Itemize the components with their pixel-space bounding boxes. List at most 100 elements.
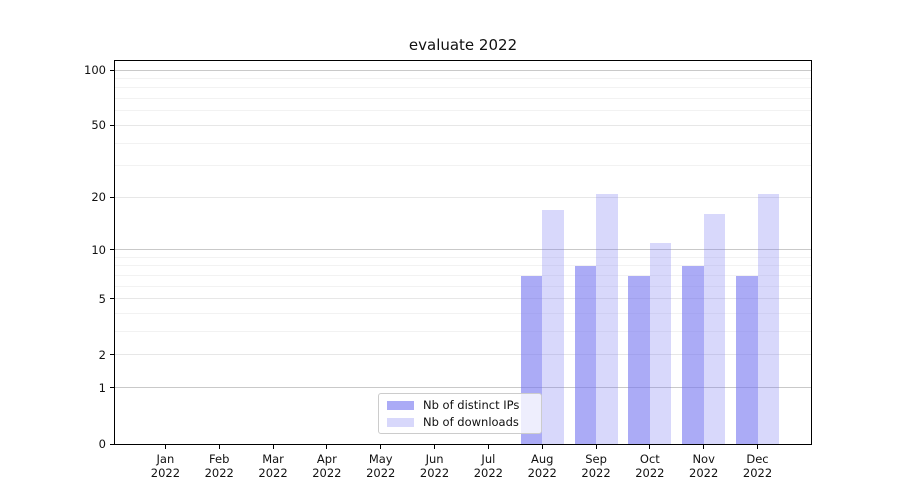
- y-axis-label: 10: [91, 242, 106, 257]
- bar-distinct-ips-sep: [574, 265, 597, 444]
- y-axis-label: 1: [98, 380, 106, 395]
- gridline: [115, 196, 811, 198]
- x-axis-tick: [757, 445, 759, 449]
- chart-title: evaluate 2022: [408, 36, 518, 54]
- x-axis-label-month: Dec: [746, 452, 769, 466]
- gridline-minor: [115, 285, 811, 287]
- gridline-minor: [115, 313, 811, 315]
- y-axis-tick: [110, 387, 114, 389]
- x-axis-label-year: 2022: [312, 466, 342, 480]
- bar-distinct-ips-oct: [628, 275, 650, 444]
- x-axis-label-year: 2022: [150, 466, 181, 480]
- x-axis-label: Nov 2022: [677, 452, 731, 480]
- x-axis-label-year: 2022: [689, 466, 719, 480]
- x-axis-label-month: Jul: [481, 452, 496, 466]
- x-axis-label: Apr 2022: [300, 452, 354, 480]
- x-axis-label-year: 2022: [258, 466, 288, 480]
- gridline: [115, 124, 811, 126]
- gridline: [115, 298, 811, 300]
- x-axis-label-month: Aug: [530, 452, 554, 466]
- legend-swatch-downloads-icon: [387, 417, 414, 427]
- x-axis-tick: [541, 445, 543, 449]
- gridline-major: [115, 249, 811, 251]
- legend-label-distinct-ips: Nb of distinct IPs: [423, 398, 520, 412]
- bar-downloads-oct: [649, 242, 672, 444]
- x-axis-label: Aug 2022: [515, 452, 569, 480]
- gridline-minor: [115, 165, 811, 167]
- x-axis-label: Jun 2022: [408, 452, 462, 480]
- x-axis-label-month: May: [368, 452, 393, 466]
- x-axis-label-year: 2022: [635, 466, 665, 480]
- x-axis-label-month: Feb: [209, 452, 230, 466]
- gridline-major: [115, 387, 811, 389]
- y-axis-tick: [110, 249, 114, 251]
- x-axis-tick: [218, 445, 220, 449]
- legend-item-distinct-ips: Nb of distinct IPs: [387, 398, 533, 412]
- bar-downloads-aug: [542, 209, 564, 444]
- gridline-minor: [115, 275, 811, 277]
- x-axis-tick: [649, 445, 651, 449]
- x-axis-label-year: 2022: [581, 466, 611, 480]
- bar-downloads-nov: [703, 214, 726, 444]
- x-axis-tick: [487, 445, 489, 449]
- bar-distinct-ips-nov: [682, 265, 704, 444]
- gridline-minor: [115, 265, 811, 267]
- x-axis-label-year: 2022: [473, 466, 504, 480]
- legend: Nb of distinct IPs Nb of downloads: [378, 393, 542, 434]
- y-axis-tick: [110, 354, 114, 356]
- x-axis-label-year: 2022: [742, 466, 773, 480]
- y-axis-label: 100: [84, 63, 106, 78]
- x-axis-label: Feb 2022: [192, 452, 246, 480]
- x-axis-label-month: Oct: [639, 452, 660, 466]
- gridline: [115, 354, 811, 356]
- y-axis-tick: [110, 298, 114, 300]
- gridline-minor: [115, 142, 811, 144]
- x-axis-label-month: Nov: [692, 452, 715, 466]
- x-axis-label-month: Mar: [262, 452, 284, 466]
- x-axis-label-year: 2022: [419, 466, 450, 480]
- gridline-minor: [115, 78, 811, 80]
- x-axis-label-month: Sep: [585, 452, 607, 466]
- y-axis-label: 20: [91, 190, 106, 205]
- x-axis-label: Jul 2022: [461, 452, 515, 480]
- y-axis-label: 2: [98, 347, 106, 362]
- x-axis-label: Dec 2022: [731, 452, 785, 480]
- x-axis-label-year: 2022: [527, 466, 557, 480]
- x-axis-label: May 2022: [354, 452, 408, 480]
- gridline-minor: [115, 256, 811, 258]
- bar-downloads-sep: [596, 193, 618, 444]
- legend-label-downloads: Nb of downloads: [423, 415, 519, 429]
- x-axis-tick: [272, 445, 274, 449]
- x-axis-label: Mar 2022: [246, 452, 300, 480]
- x-axis-tick: [326, 445, 328, 449]
- x-axis-label-month: Apr: [316, 452, 337, 466]
- gridline-major: [115, 69, 811, 71]
- gridline-minor: [115, 331, 811, 333]
- x-axis-tick: [595, 445, 597, 449]
- x-axis-label-month: Jun: [425, 452, 444, 466]
- x-axis-label: Jan 2022: [138, 452, 192, 480]
- y-axis-tick: [110, 69, 114, 71]
- y-axis-label: 0: [98, 437, 106, 451]
- bar-downloads-dec: [757, 193, 780, 444]
- x-axis-label-year: 2022: [204, 466, 234, 480]
- y-axis-tick: [110, 443, 114, 445]
- y-axis-label: 50: [91, 118, 106, 133]
- legend-swatch-distinct-ips-icon: [387, 400, 414, 410]
- x-axis-tick: [380, 445, 382, 449]
- gridline-minor: [115, 87, 811, 89]
- y-axis-label: 5: [98, 291, 106, 306]
- x-axis-tick: [434, 445, 436, 449]
- legend-item-downloads: Nb of downloads: [387, 415, 533, 429]
- gridline-minor: [115, 98, 811, 100]
- x-axis-label: Sep 2022: [569, 452, 623, 480]
- x-axis-tick: [703, 445, 705, 449]
- y-axis-tick: [110, 124, 114, 126]
- x-axis-label: Oct 2022: [623, 452, 677, 480]
- gridline-minor: [115, 110, 811, 112]
- x-axis-label-month: Jan: [156, 452, 175, 466]
- x-axis-tick: [164, 445, 166, 449]
- y-axis-tick: [110, 196, 114, 198]
- x-axis-label-year: 2022: [366, 466, 396, 480]
